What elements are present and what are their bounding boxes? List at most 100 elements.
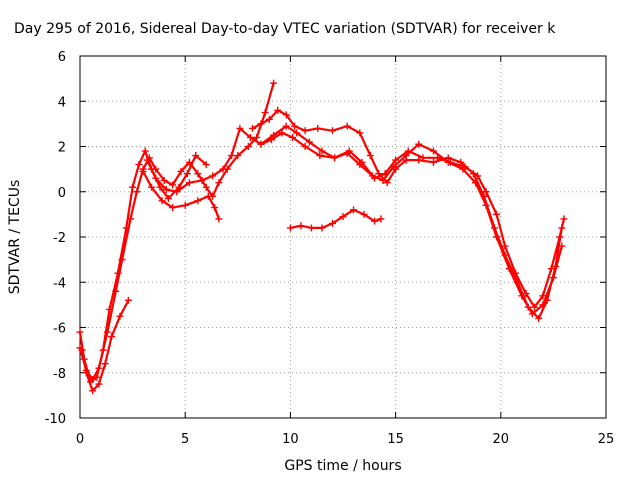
- series-line: [81, 299, 130, 392]
- data-point: [164, 195, 172, 203]
- data-point: [522, 290, 530, 298]
- data-point: [185, 158, 193, 166]
- data-point: [101, 360, 109, 368]
- data-point: [89, 376, 97, 384]
- data-point: [270, 131, 278, 139]
- data-point: [139, 167, 147, 175]
- data-point: [343, 122, 351, 130]
- data-point: [194, 170, 202, 178]
- data-point: [307, 224, 315, 232]
- grid: [80, 56, 606, 418]
- data-point: [415, 140, 423, 148]
- data-point: [215, 215, 223, 223]
- data-point: [539, 301, 547, 309]
- data-point: [286, 224, 294, 232]
- data-point: [535, 314, 543, 322]
- plot-frame: [79, 55, 607, 419]
- data-point: [457, 158, 465, 166]
- series-group: [76, 79, 568, 395]
- data-point: [103, 328, 111, 336]
- x-tick-label: 0: [76, 432, 84, 447]
- x-tick-label: 25: [598, 432, 615, 447]
- data-point: [177, 167, 185, 175]
- data-point: [169, 181, 177, 189]
- data-point: [289, 133, 297, 141]
- data-point: [278, 129, 286, 137]
- data-point: [482, 201, 490, 209]
- y-tick-label: -2: [53, 231, 66, 246]
- data-point: [547, 265, 555, 273]
- data-point: [244, 143, 252, 150]
- data-point: [356, 129, 364, 137]
- data-point: [185, 179, 193, 187]
- data-point: [528, 310, 536, 318]
- data-point: [316, 152, 324, 160]
- series-line: [259, 125, 563, 315]
- data-point: [493, 210, 501, 218]
- data-point: [152, 174, 160, 182]
- data-point: [257, 120, 265, 128]
- data-point: [169, 204, 177, 212]
- series-4: [139, 167, 223, 223]
- data-point: [192, 152, 200, 160]
- data-point: [339, 213, 347, 221]
- data-point: [301, 127, 309, 135]
- data-point: [459, 165, 467, 173]
- data-point: [181, 201, 189, 209]
- chart-title: Day 295 of 2016, Sidereal Day-to-day VTE…: [14, 21, 556, 37]
- data-point: [375, 170, 383, 178]
- data-point: [360, 210, 368, 218]
- data-point: [253, 133, 261, 141]
- data-point: [194, 197, 202, 205]
- data-point: [305, 138, 313, 146]
- data-point: [282, 111, 290, 119]
- x-tick-label: 20: [493, 432, 510, 447]
- data-point: [95, 380, 103, 388]
- data-point: [143, 156, 151, 164]
- data-point: [331, 154, 339, 162]
- data-point: [379, 176, 387, 184]
- data-point: [211, 204, 219, 212]
- data-point: [209, 172, 217, 180]
- data-point: [227, 152, 235, 160]
- data-point: [392, 156, 400, 164]
- data-point: [82, 366, 90, 374]
- data-point: [270, 79, 278, 87]
- data-point: [472, 179, 480, 187]
- data-point: [234, 152, 242, 160]
- data-point: [152, 165, 160, 173]
- y-tick-label: -6: [53, 322, 66, 337]
- data-point: [293, 129, 301, 137]
- data-point: [158, 197, 166, 205]
- data-point: [343, 149, 351, 157]
- series-7: [257, 122, 566, 318]
- series-line: [78, 149, 208, 383]
- data-point: [368, 172, 376, 180]
- y-tick-label: 6: [58, 50, 66, 65]
- data-point: [558, 242, 566, 250]
- data-point: [249, 124, 257, 132]
- data-point: [356, 161, 364, 169]
- y-tick-label: 2: [58, 141, 66, 156]
- data-point: [415, 156, 423, 164]
- series-5: [143, 124, 568, 311]
- data-point: [129, 183, 137, 191]
- data-point: [377, 215, 385, 223]
- data-point: [148, 183, 156, 191]
- series-line: [146, 127, 565, 309]
- data-point: [95, 364, 103, 372]
- data-point: [202, 183, 210, 191]
- y-tick-label: -10: [45, 412, 66, 427]
- y-axis-label: SDTVAR / TECUs: [7, 180, 23, 295]
- data-point: [444, 158, 452, 166]
- data-point: [314, 124, 322, 132]
- data-point: [156, 183, 164, 191]
- data-point: [328, 127, 336, 135]
- data-point: [429, 147, 437, 155]
- data-point: [116, 312, 124, 320]
- data-point: [112, 287, 120, 295]
- data-point: [297, 222, 305, 230]
- data-point: [76, 328, 84, 336]
